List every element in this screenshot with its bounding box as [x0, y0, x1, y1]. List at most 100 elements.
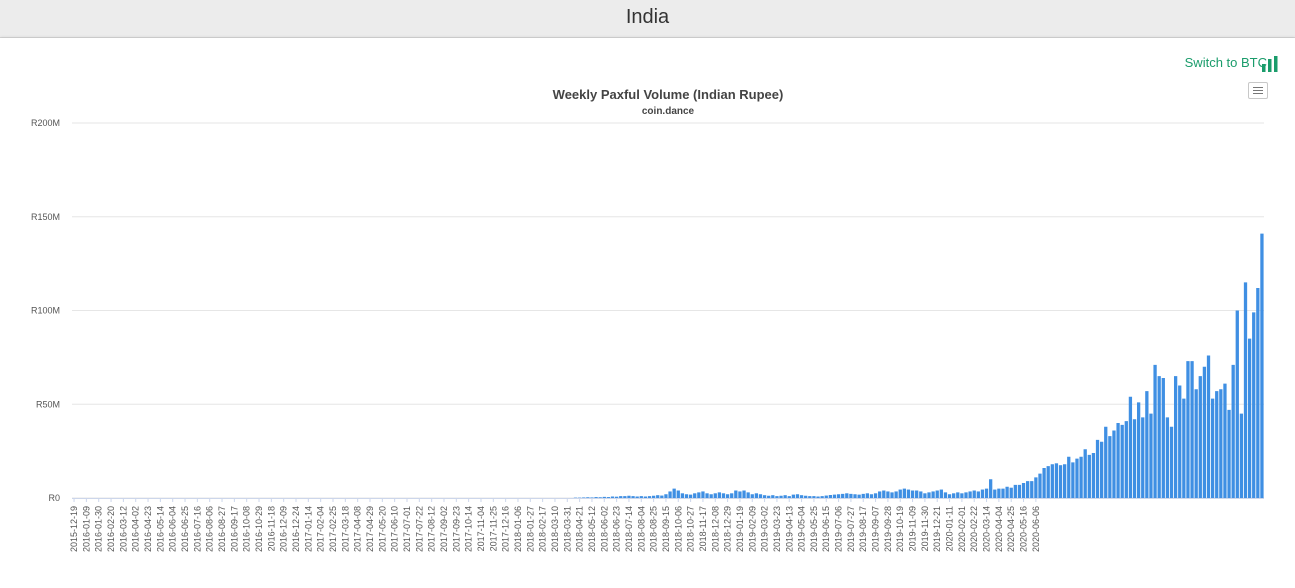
bar: [828, 495, 833, 498]
bar: [1050, 464, 1054, 498]
bar: [1034, 477, 1038, 498]
bar: [746, 492, 750, 498]
bar: [643, 496, 648, 498]
bar: [1247, 338, 1252, 498]
bar: [886, 491, 890, 498]
bar: [902, 488, 906, 498]
bar: [1186, 361, 1190, 498]
bar: [952, 493, 956, 498]
bar: [680, 493, 685, 498]
x-tick-label: 2017-03-18: [340, 506, 350, 552]
bar: [915, 490, 919, 498]
bar: [906, 489, 911, 498]
bar: [1038, 473, 1042, 498]
bar: [1095, 439, 1100, 498]
x-tick-label: 2019-09-07: [871, 506, 881, 552]
x-tick-label: 2018-12-29: [723, 506, 733, 552]
x-tick-label: 2017-11-25: [488, 506, 498, 551]
bar: [668, 491, 672, 498]
x-tick-label: 2018-08-25: [649, 506, 659, 552]
bar: [845, 493, 849, 498]
bar: [750, 494, 754, 498]
x-tick-label: 2016-05-14: [155, 506, 165, 552]
bar: [647, 496, 652, 498]
bar: [1108, 436, 1112, 498]
bar: [1194, 389, 1198, 498]
bar: [824, 495, 828, 498]
x-tick-label: 2019-03-02: [760, 506, 770, 552]
chart-subtitle: coin.dance: [642, 106, 695, 117]
bar: [832, 494, 837, 498]
x-tick-label: 2017-09-02: [439, 506, 449, 552]
bar: [1046, 466, 1050, 498]
hamburger-menu-icon[interactable]: [1248, 82, 1268, 99]
bar: [1231, 364, 1235, 498]
bar: [1227, 409, 1231, 498]
x-tick-label: 2018-03-31: [562, 506, 572, 552]
bar: [771, 495, 775, 498]
bar: [1235, 310, 1239, 498]
x-tick-label: 2017-11-04: [476, 506, 486, 551]
bar: [610, 496, 615, 498]
bar: [1215, 391, 1219, 498]
x-tick-label: 2018-02-17: [538, 506, 548, 552]
x-tick-label: 2017-06-10: [390, 506, 400, 552]
bar: [730, 493, 734, 498]
bar: [931, 491, 935, 498]
x-tick-label: 2016-07-16: [192, 506, 202, 552]
bar: [972, 490, 976, 498]
x-tick-label: 2016-09-17: [229, 506, 239, 552]
bar: [964, 492, 968, 498]
bar: [956, 492, 960, 498]
bar: [857, 494, 861, 498]
x-tick-label: 2016-02-20: [106, 506, 116, 552]
bar-chart-icon[interactable]: [1261, 56, 1279, 72]
bar: [1017, 484, 1022, 498]
bar: [968, 491, 972, 498]
bar: [976, 491, 980, 498]
bar: [656, 495, 660, 498]
x-tick-label: 2017-12-16: [501, 506, 511, 552]
bar: [705, 493, 709, 498]
bar: [602, 496, 606, 498]
bar: [783, 495, 787, 498]
x-tick-label: 2019-12-21: [932, 506, 942, 552]
page-title: India: [625, 6, 670, 28]
bar: [1071, 462, 1075, 498]
bar: [1153, 364, 1157, 498]
x-tick-label: 2018-10-27: [686, 506, 696, 552]
switch-to-btc-link[interactable]: Switch to BTC: [1184, 55, 1267, 70]
x-tick-label: 2020-01-11: [945, 506, 955, 551]
bar: [717, 492, 722, 498]
bar: [890, 492, 894, 498]
bar: [688, 494, 693, 498]
bar: [1256, 288, 1260, 498]
bar: [808, 496, 812, 498]
x-tick-label: 2017-04-29: [365, 506, 375, 552]
y-tick-label: R50M: [36, 399, 60, 409]
y-tick-label: R200M: [31, 118, 60, 128]
bar: [1210, 398, 1215, 498]
x-tick-label: 2017-01-14: [303, 506, 313, 552]
bar: [894, 491, 898, 498]
bar: [1141, 417, 1145, 498]
bar: [697, 492, 701, 498]
bar: [1091, 453, 1096, 498]
x-tick-label: 2017-02-04: [316, 506, 326, 552]
bar: [1149, 413, 1153, 498]
bar: [721, 493, 726, 498]
bar: [1009, 487, 1013, 498]
x-tick-label: 2016-12-24: [291, 506, 301, 552]
bar: [1026, 481, 1030, 498]
bar: [923, 493, 927, 498]
bar: [767, 495, 771, 498]
bar-series: [573, 233, 1264, 498]
x-tick-label: 2017-07-22: [414, 506, 424, 552]
y-axis: R0 R50M R100M R150M R200M: [31, 118, 60, 503]
bar: [1219, 389, 1223, 498]
bar: [1173, 376, 1178, 498]
x-tick-label: 2019-04-13: [784, 506, 794, 552]
bar: [1136, 402, 1141, 498]
bar: [582, 497, 586, 498]
